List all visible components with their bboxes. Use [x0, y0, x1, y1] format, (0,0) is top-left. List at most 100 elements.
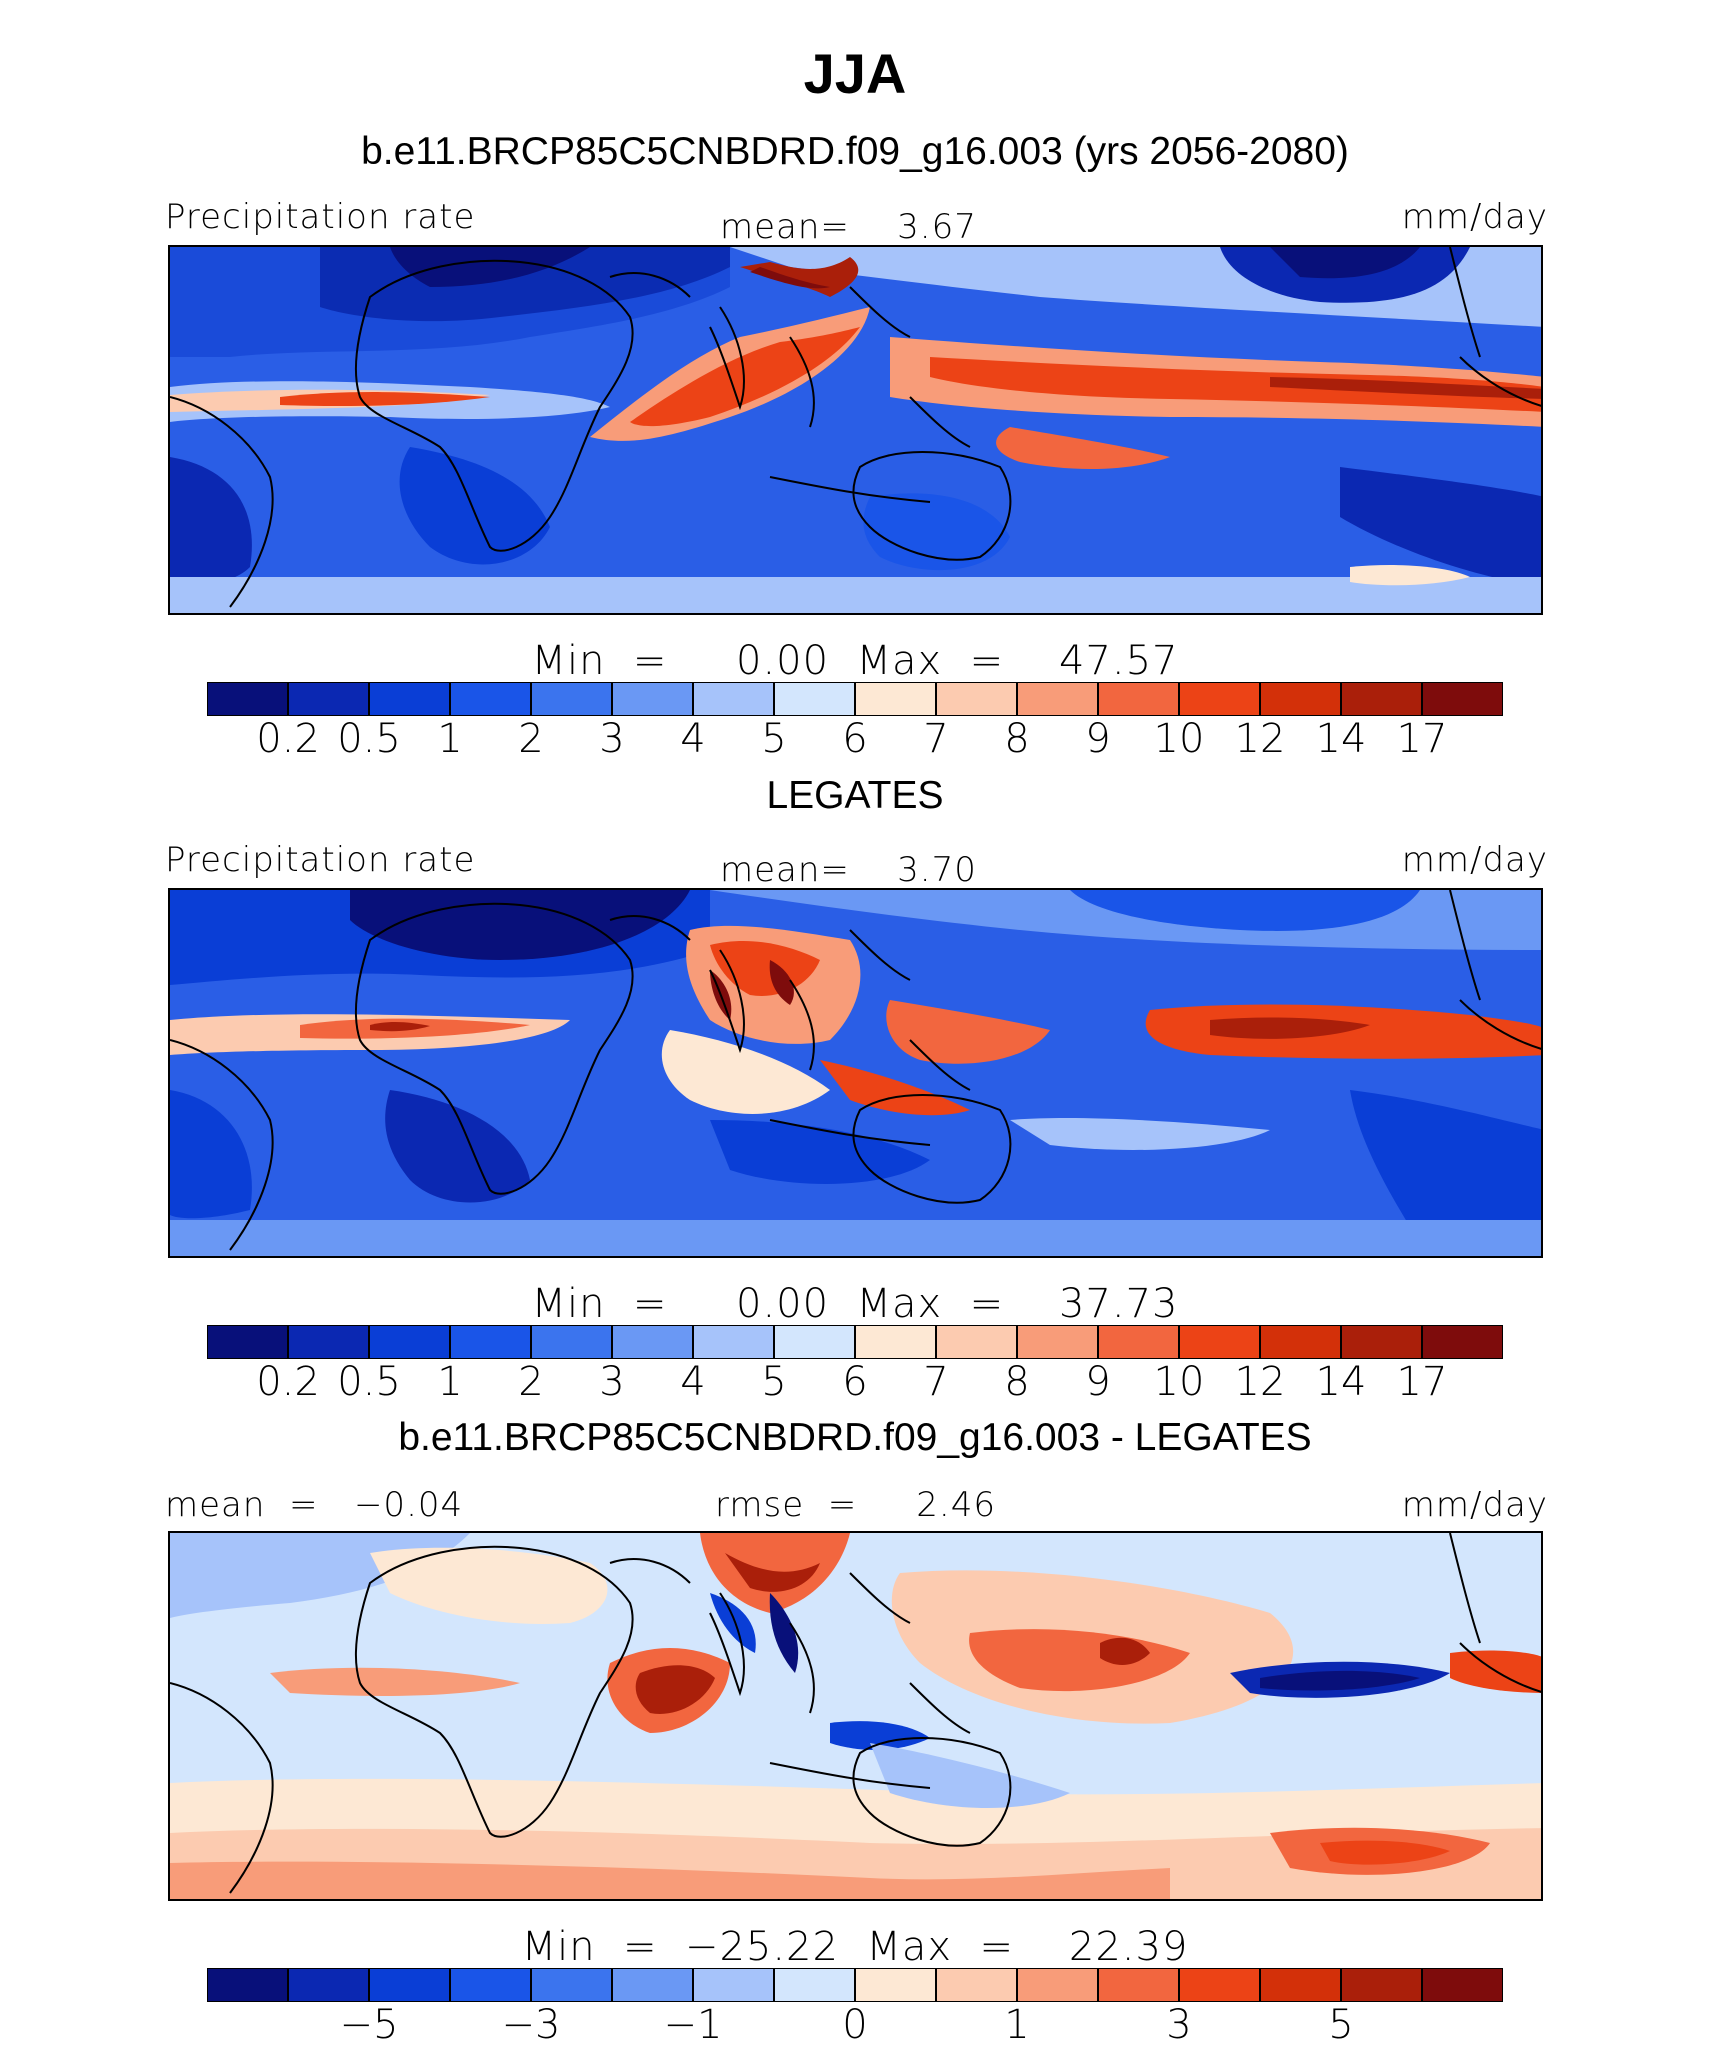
panel3-colorbar-swatch: [1259, 1968, 1342, 2002]
panel3-colorbar-swatch: [1421, 1968, 1503, 2002]
panel3-colorbar-swatch: [1340, 1968, 1423, 2002]
panel3-units-label: mm/day: [1401, 1485, 1548, 1525]
colorbar-tick-label: 17: [1396, 1359, 1448, 1405]
colorbar-tick-label: 14: [1315, 1359, 1367, 1405]
panel3-colorbar-swatch: [1178, 1968, 1261, 2002]
panel1-colorbar-swatch: [611, 682, 694, 716]
colorbar-tick-label: 9: [1085, 1359, 1111, 1405]
panel2-colorbar-ticks: 0.2 0.5 1 2 3 4 5 6 7 8 9 10 12 14 17: [0, 1359, 1710, 1409]
panel3-colorbar-swatch: [1016, 1968, 1099, 2002]
panel3-colorbar-swatch: [1097, 1968, 1180, 2002]
panel2-colorbar-swatch: [1097, 1325, 1180, 1359]
panel3-colorbar-swatch: [692, 1968, 775, 2002]
colorbar-tick-label: 4: [680, 716, 706, 762]
colorbar-tick-label: 7: [923, 716, 949, 762]
panel2-mean-label: mean= 3.70: [720, 850, 977, 890]
colorbar-tick-label: 4: [680, 1359, 706, 1405]
panel3-colorbar-swatch: [287, 1968, 370, 2002]
colorbar-tick-label: 6: [842, 1359, 868, 1405]
panel3-colorbar-swatch: [368, 1968, 451, 2002]
panel3-heading: b.e11.BRCP85C5CNBDRD.f09_g16.003 - LEGAT…: [398, 1416, 1312, 1459]
panel3-colorbar-swatch: [530, 1968, 613, 2002]
panel2-colorbar-swatch: [1178, 1325, 1261, 1359]
panel3-colorbar-swatch: [207, 1968, 289, 2002]
panel2-units-label: mm/day: [1401, 840, 1548, 880]
colorbar-tick-label: −1: [663, 2002, 723, 2048]
panel3-map-field: [170, 1533, 1541, 1899]
panel1-colorbar-swatch: [1016, 682, 1099, 716]
figure-title: JJA: [803, 42, 907, 105]
panel2-colorbar-swatch: [1259, 1325, 1342, 1359]
panel1-colorbar-swatch: [1340, 682, 1423, 716]
panel1-units-label: mm/day: [1401, 197, 1548, 237]
panel1-colorbar-swatch: [854, 682, 937, 716]
panel2-colorbar-swatch: [207, 1325, 289, 1359]
colorbar-tick-label: 1: [1004, 2002, 1030, 2048]
panel2-colorbar-swatch: [368, 1325, 451, 1359]
panel3-colorbar-swatch: [854, 1968, 937, 2002]
colorbar-tick-label: 0.5: [337, 716, 401, 762]
panel3-rmse-label: rmse = 2.46: [715, 1485, 996, 1525]
panel1-colorbar-swatch: [1421, 682, 1503, 716]
panel2-colorbar-swatch: [1340, 1325, 1423, 1359]
panel2-variable-label: Precipitation rate: [165, 840, 476, 880]
panel2-heading: LEGATES: [766, 774, 944, 817]
colorbar-tick-label: 8: [1004, 1359, 1030, 1405]
panel1-colorbar-swatch: [449, 682, 532, 716]
panel3-colorbar-ticks: −5 −3 −1 0 1 3 5: [0, 2002, 1710, 2052]
panel2-colorbar-swatch: [773, 1325, 856, 1359]
colorbar-tick-label: 1: [437, 1359, 463, 1405]
panel2-colorbar-swatch: [530, 1325, 613, 1359]
panel1-map: [168, 245, 1543, 615]
panel1-colorbar-swatch: [692, 682, 775, 716]
panel1-colorbar-swatch: [1097, 682, 1180, 716]
colorbar-tick-label: 1: [437, 716, 463, 762]
colorbar-tick-label: 12: [1234, 1359, 1286, 1405]
colorbar-tick-label: 3: [599, 1359, 625, 1405]
panel2-colorbar-swatch: [1016, 1325, 1099, 1359]
panel3-colorbar: [207, 1968, 1503, 2002]
colorbar-tick-label: 0.2: [256, 716, 320, 762]
panel1-mean-label: mean= 3.67: [720, 207, 977, 247]
panel3-colorbar-swatch: [449, 1968, 532, 2002]
colorbar-tick-label: 9: [1085, 716, 1111, 762]
colorbar-tick-label: 3: [1166, 2002, 1192, 2048]
panel3-map: [168, 1531, 1543, 1901]
colorbar-tick-label: 2: [518, 1359, 544, 1405]
panel2-colorbar-swatch: [449, 1325, 532, 1359]
panel3-mean-label: mean = −0.04: [165, 1485, 464, 1525]
panel1-colorbar-swatch: [773, 682, 856, 716]
panel2-colorbar: [207, 1325, 1503, 1359]
colorbar-tick-label: 3: [599, 716, 625, 762]
colorbar-tick-label: −5: [339, 2002, 399, 2048]
panel2-colorbar-swatch: [935, 1325, 1018, 1359]
panel1-colorbar-ticks: 0.2 0.5 1 2 3 4 5 6 7 8 9 10 12 14 17: [0, 716, 1710, 766]
colorbar-tick-label: 14: [1315, 716, 1367, 762]
colorbar-tick-label: 17: [1396, 716, 1448, 762]
panel1-colorbar-swatch: [207, 682, 289, 716]
colorbar-tick-label: 10: [1153, 716, 1205, 762]
colorbar-tick-label: 0.2: [256, 1359, 320, 1405]
colorbar-tick-label: 7: [923, 1359, 949, 1405]
panel1-colorbar-swatch: [368, 682, 451, 716]
colorbar-tick-label: 5: [1328, 2002, 1354, 2048]
figure-subtitle: b.e11.BRCP85C5CNBDRD.f09_g16.003 (yrs 20…: [361, 130, 1349, 173]
panel2-colorbar-swatch: [287, 1325, 370, 1359]
colorbar-tick-label: 10: [1153, 1359, 1205, 1405]
panel3-colorbar-swatch: [611, 1968, 694, 2002]
panel1-colorbar: [207, 682, 1503, 716]
panel1-minmax: Min = 0.00 Max = 47.57: [531, 638, 1179, 684]
colorbar-tick-label: 5: [761, 1359, 787, 1405]
colorbar-tick-label: 0: [842, 2002, 868, 2048]
panel2-minmax: Min = 0.00 Max = 37.73: [531, 1281, 1179, 1327]
panel3-minmax: Min = −25.22 Max = 22.39: [521, 1924, 1189, 1970]
panel1-colorbar-swatch: [1178, 682, 1261, 716]
colorbar-tick-label: 0.5: [337, 1359, 401, 1405]
panel1-variable-label: Precipitation rate: [165, 197, 476, 237]
panel1-map-field: [170, 247, 1541, 613]
colorbar-tick-label: −3: [501, 2002, 561, 2048]
colorbar-tick-label: 12: [1234, 716, 1286, 762]
panel1-colorbar-swatch: [287, 682, 370, 716]
colorbar-tick-label: 5: [761, 716, 787, 762]
panel1-colorbar-swatch: [935, 682, 1018, 716]
